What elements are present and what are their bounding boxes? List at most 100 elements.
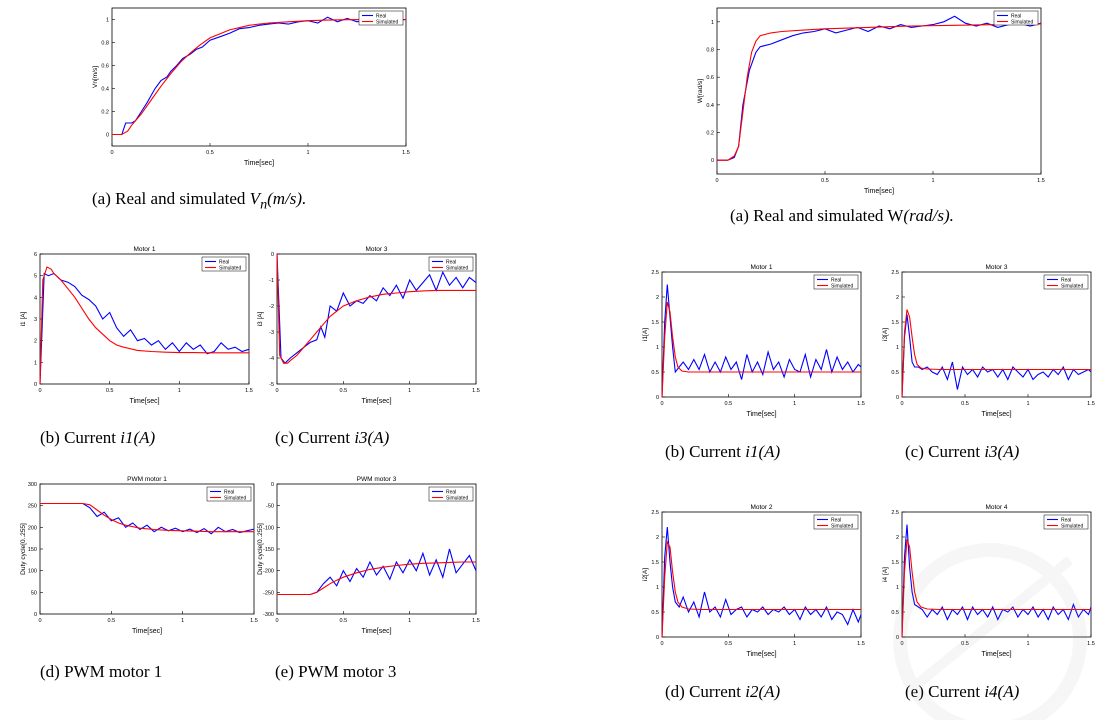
plot-frame — [276, 483, 477, 615]
series-real — [661, 284, 862, 398]
legend-label: Simulated — [446, 266, 468, 272]
chart-i1-right: 0 0.5 1 1.5 0 0.5 1 1.5 2 2.5 Motor 1 Time[sec] i1[A… — [640, 258, 865, 423]
x-tick-label: 0.5 — [340, 618, 348, 624]
x-tick-label: 0 — [275, 618, 278, 624]
caption-vn: (a) Real and simulated Vn(m/s). — [92, 189, 307, 213]
series-simulated — [661, 301, 861, 398]
y-axis-label: i3[A] — [882, 328, 889, 341]
x-axis-label: Time[sec] — [746, 651, 776, 658]
y-tick-label: 0.8 — [706, 48, 714, 54]
y-tick-label: 1.5 — [891, 560, 899, 566]
x-tick-label: 1 — [408, 388, 411, 394]
chart-title: Motor 2 — [750, 504, 772, 511]
y-tick-label: 1.5 — [651, 320, 659, 326]
x-tick-label: 0 — [900, 641, 903, 647]
caption-i3-right: (c) Current i3(A) — [905, 442, 1020, 461]
chart-i1-left: 0 0.5 1 1.5 0 1 2 3 4 5 6 Motor 1 Time[sec] i1 [A] Rea… — [18, 240, 253, 410]
y-tick-label: 0 — [656, 635, 659, 641]
y-tick-label: 0.4 — [101, 87, 109, 93]
y-tick-label: 0.5 — [891, 610, 899, 616]
x-axis-label: Time[sec] — [132, 628, 162, 635]
plot-frame — [661, 271, 862, 398]
chart-title: PWM motor 3 — [357, 476, 397, 483]
caption-pwm3: (e) PWM motor 3 — [275, 662, 397, 681]
series-simulated — [39, 266, 249, 385]
x-tick-label: 0 — [38, 388, 41, 394]
caption-i4-right: (e) Current i4(A) — [905, 682, 1020, 701]
legend-label: Simulated — [831, 284, 853, 290]
legend-label: Simulated — [376, 20, 398, 26]
y-tick-label: 2 — [896, 535, 899, 541]
series-real — [276, 253, 477, 365]
x-tick-label: 0 — [110, 150, 113, 156]
y-axis-label: Duty cycle[0..255] — [20, 523, 27, 575]
legend-label: Real — [446, 490, 456, 496]
y-tick-label: 100 — [28, 569, 37, 575]
legend-label: Simulated — [831, 524, 853, 530]
x-tick-label: 1 — [1026, 641, 1029, 647]
x-tick-label: 0 — [275, 388, 278, 394]
y-tick-label: 1.5 — [891, 320, 899, 326]
x-tick-label: 1 — [408, 618, 411, 624]
x-tick-label: 0.5 — [340, 388, 348, 394]
plot-frame — [716, 7, 1042, 175]
x-tick-label: 0.5 — [108, 618, 116, 624]
series-simulated — [661, 540, 861, 638]
legend-label: Simulated — [1061, 524, 1083, 530]
series-simulated — [901, 309, 1091, 398]
y-tick-label: 0.6 — [101, 64, 109, 70]
chart-svg: 0 0.5 1 1.5 0 0.5 1 1.5 2 2.5 Motor 4 Time[sec] i4 [… — [882, 504, 1095, 658]
y-axis-label: i1 [A] — [20, 311, 27, 326]
y-tick-label: 150 — [28, 547, 37, 553]
legend-label: Real — [1061, 518, 1071, 524]
series-real — [112, 16, 407, 136]
y-tick-label: -150 — [263, 547, 274, 553]
x-tick-label: 0 — [900, 401, 903, 407]
x-tick-label: 1.5 — [1037, 178, 1045, 184]
y-tick-label: -200 — [263, 569, 274, 575]
chart-svg: 0 0.5 1 1.5 0 0.2 0.4 0.6 0.8 1 Time[sec] W[rad/s] R… — [697, 7, 1045, 195]
y-tick-label: 1 — [896, 345, 899, 351]
legend-label: Real — [219, 260, 229, 266]
chart-svg: 0 0.5 1 1.5 0 0.2 0.4 0.6 0.8 1 Time[sec] Vn[m/s] Re… — [92, 7, 410, 167]
chart-svg: 0 0.5 1 1.5 0 0.5 1 1.5 2 2.5 Motor 2 Time[sec] i2[A… — [642, 504, 865, 658]
chart-i3-right: 0 0.5 1 1.5 0 0.5 1 1.5 2 2.5 Motor 3 Time[sec] i3[A… — [880, 258, 1095, 423]
chart-title: Motor 1 — [133, 246, 155, 253]
y-tick-label: 0.4 — [706, 103, 714, 109]
y-tick-label: 1 — [896, 585, 899, 591]
y-axis-label: i2[A] — [642, 568, 649, 581]
y-tick-label: 6 — [34, 252, 37, 258]
chart-i4-right: 0 0.5 1 1.5 0 0.5 1 1.5 2 2.5 Motor 4 Time[sec] i4 [… — [880, 498, 1095, 663]
series-real — [39, 272, 250, 385]
y-axis-label: W[rad/s] — [697, 79, 704, 103]
chart-title: PWM motor 1 — [127, 476, 167, 483]
chart-title: Motor 3 — [985, 264, 1007, 271]
y-tick-label: 50 — [31, 590, 37, 596]
x-axis-label: Time[sec] — [981, 651, 1011, 658]
legend-label: Simulated — [219, 266, 241, 272]
x-tick-label: 1.5 — [472, 618, 480, 624]
caption-w: (a) Real and simulated W(rad/s). — [730, 206, 954, 225]
y-tick-label: 0 — [34, 612, 37, 618]
y-tick-label: 2.5 — [891, 270, 899, 276]
y-tick-label: 2.5 — [651, 510, 659, 516]
plot-frame — [39, 483, 255, 615]
caption-pwm1: (d) PWM motor 1 — [40, 662, 163, 681]
series-real — [277, 548, 477, 596]
y-tick-label: -250 — [263, 590, 274, 596]
y-tick-label: 2 — [896, 295, 899, 301]
x-tick-label: 1.5 — [857, 641, 865, 647]
y-tick-label: 0.5 — [891, 370, 899, 376]
y-tick-label: 2 — [656, 535, 659, 541]
chart-w: 0 0.5 1 1.5 0 0.2 0.4 0.6 0.8 1 Time[sec] W[rad/s] R… — [695, 0, 1045, 200]
chart-pwm1: 0 0.5 1 1.5 0 50 100 150 200 250 300 PWM motor 1 Tim… — [18, 470, 258, 640]
y-tick-label: 0 — [271, 482, 274, 488]
x-tick-label: 1 — [931, 178, 934, 184]
x-tick-label: 1.5 — [402, 150, 410, 156]
x-tick-label: 1.5 — [857, 401, 865, 407]
legend-label: Real — [224, 490, 234, 496]
x-tick-label: 1.5 — [245, 388, 253, 394]
y-tick-label: 0.2 — [101, 110, 109, 116]
x-axis-label: Time[sec] — [981, 411, 1011, 418]
y-axis-label: i1[A] — [642, 328, 649, 341]
